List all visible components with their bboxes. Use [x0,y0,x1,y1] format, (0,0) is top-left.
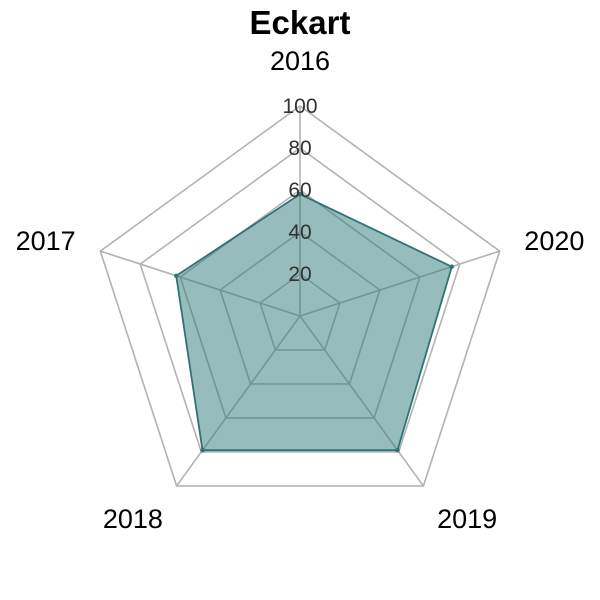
tick-label-60: 60 [288,179,311,202]
grid-ring-100 [99,105,501,487]
data-point-2019 [395,448,400,453]
tick-layer: 20 40 60 80 100 [282,95,317,286]
category-label-2019: 2019 [437,504,497,534]
data-point-2016 [297,192,303,197]
data-point-2018 [200,448,205,453]
series-area-0 [175,193,453,452]
category-label-2018: 2018 [103,504,163,534]
category-labels: 2016 2017 2018 2019 2020 [16,46,585,534]
tick-label-40: 40 [288,221,311,244]
tick-label-100: 100 [282,95,317,118]
grid-ring-80 [139,147,461,453]
tick-label-20: 20 [288,263,311,286]
tick-label-80: 80 [288,137,311,160]
data-point-2017 [174,273,179,278]
category-label-2017: 2017 [16,226,76,256]
category-label-2016: 2016 [270,46,330,76]
data-layer [174,192,454,453]
data-point-2020 [449,264,454,269]
category-label-2020: 2020 [524,226,584,256]
chart-title: Eckart [250,4,351,41]
